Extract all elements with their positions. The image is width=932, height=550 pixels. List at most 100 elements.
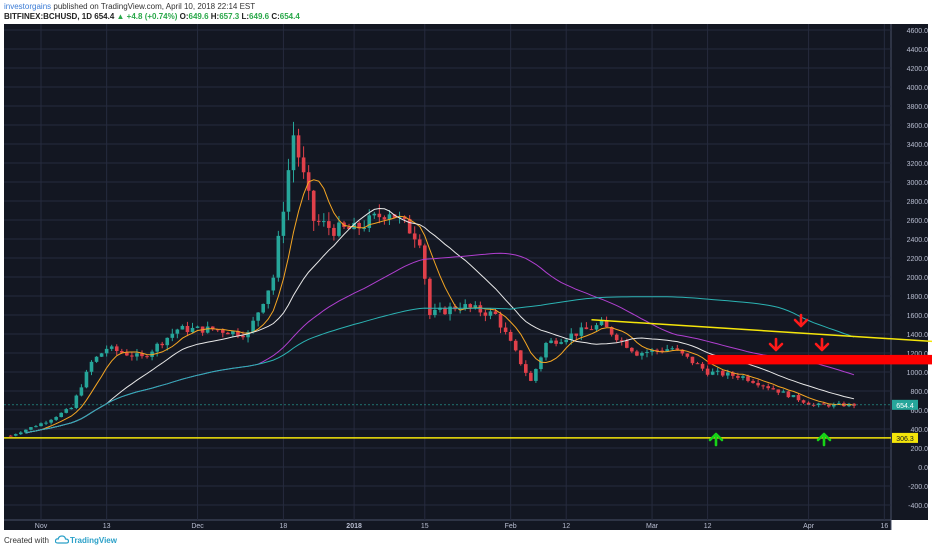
candle-body: [660, 350, 664, 352]
candle-body: [448, 306, 452, 315]
y-tick-label: 200.0: [910, 446, 928, 453]
tradingview-brand[interactable]: TradingView: [70, 536, 117, 545]
candles-group: [8, 121, 856, 437]
candle-body: [791, 395, 796, 398]
high-value: 657.3: [219, 12, 240, 21]
candle-body: [180, 325, 185, 330]
candle-body: [554, 340, 558, 344]
x-tick-label: 13: [103, 523, 111, 530]
candle-body: [609, 327, 614, 335]
y-tick-label: -400.0: [908, 503, 928, 510]
low-label: L:: [241, 12, 250, 21]
y-tick-label: 2800.0: [907, 199, 929, 206]
high-label: H:: [210, 12, 220, 21]
open-label: O:: [179, 12, 189, 21]
candle-body: [276, 235, 281, 278]
candle-body: [397, 216, 402, 218]
candle-body: [104, 348, 109, 354]
candle-body: [392, 214, 397, 218]
candle-body: [175, 329, 180, 334]
candle-body: [534, 369, 538, 381]
last-price: 654.4: [94, 12, 115, 21]
y-tick-label: 400.0: [910, 427, 928, 434]
candle-body: [574, 333, 579, 336]
candle-body: [261, 303, 265, 313]
candle-body: [816, 403, 821, 406]
x-tick-label: Nov: [35, 523, 48, 530]
chart-area[interactable]: 4600.0 4400.0 4200.0 4000.0 3800.0 3600.0 3400…: [0, 22, 932, 532]
candle-body: [518, 350, 523, 365]
candle-body: [266, 290, 271, 304]
candle-body: [301, 157, 306, 173]
candle-body: [59, 412, 63, 418]
candle-body: [801, 400, 806, 403]
candle-body: [675, 348, 680, 350]
y-tick-label: 800.0: [910, 389, 928, 396]
author-link[interactable]: investorgains: [4, 2, 52, 11]
candle-body: [478, 305, 483, 313]
price-chart[interactable]: 4600.0 4400.0 4200.0 4000.0 3800.0 3600.0 3400…: [0, 22, 932, 532]
candle-body: [74, 395, 79, 408]
candle-body: [311, 190, 316, 221]
candle-body: [488, 311, 493, 316]
y-tick-label: 4200.0: [907, 66, 929, 73]
candle-body: [645, 351, 649, 353]
candle-body: [125, 352, 129, 356]
y-tick-label: 1800.0: [907, 294, 929, 301]
candle-body: [690, 356, 695, 364]
candle-body: [513, 340, 518, 351]
candle-body: [614, 334, 619, 341]
candle-body: [700, 363, 705, 369]
candle-body: [337, 222, 341, 236]
candle-body: [367, 215, 372, 228]
y-tick-label: 2600.0: [907, 218, 929, 225]
candle-body: [246, 332, 250, 338]
candle-body: [741, 376, 745, 378]
y-tick-label: 1200.0: [907, 351, 929, 358]
candle-body: [731, 372, 735, 376]
y-tick-label: 2400.0: [907, 237, 929, 244]
candle-body: [438, 307, 442, 310]
candle-body: [256, 312, 260, 321]
down-arrow-icon: [814, 337, 830, 352]
y-tick-label: 4000.0: [907, 85, 929, 92]
tradingview-cloud-icon: [55, 535, 69, 544]
candle-body: [529, 372, 533, 381]
y-tick-label: 0.0: [918, 465, 928, 472]
candle-body: [630, 347, 634, 352]
published-text: published on TradingView.com, April 10, …: [53, 2, 256, 11]
candle-body: [715, 370, 720, 372]
candle-body: [650, 349, 654, 352]
x-tick-label: 2018: [346, 523, 362, 530]
candle-body: [579, 327, 584, 336]
y-tick-label: 3600.0: [907, 123, 929, 130]
candle-body: [120, 350, 124, 353]
candle-body: [640, 352, 644, 356]
y-tick-label: 2000.0: [907, 275, 929, 282]
x-tick-label: Apr: [803, 523, 815, 530]
candle-body: [781, 391, 786, 393]
candle-body: [705, 368, 710, 375]
y-tick-label: 4400.0: [907, 47, 929, 54]
candle-body: [655, 349, 659, 351]
candle-body: [508, 331, 513, 341]
candle-body: [549, 340, 553, 343]
candle-body: [463, 304, 467, 309]
candle-body: [796, 395, 801, 401]
candle-body: [761, 385, 765, 387]
y-tick-label: 1400.0: [907, 332, 929, 339]
candle-body: [589, 329, 594, 331]
candle-body: [756, 382, 760, 386]
candle-body: [625, 340, 629, 348]
candle-body: [140, 353, 144, 357]
close-value: 654.4: [279, 12, 300, 21]
candle-body: [412, 233, 417, 240]
candle-body: [296, 135, 301, 158]
candle-body: [751, 380, 755, 383]
chart-header: investorgains published on TradingView.c…: [0, 0, 932, 22]
candle-body: [69, 407, 74, 410]
candle-body: [746, 376, 750, 381]
resistance-zone: [707, 354, 932, 365]
candle-body: [710, 371, 715, 375]
candle-body: [145, 356, 149, 358]
